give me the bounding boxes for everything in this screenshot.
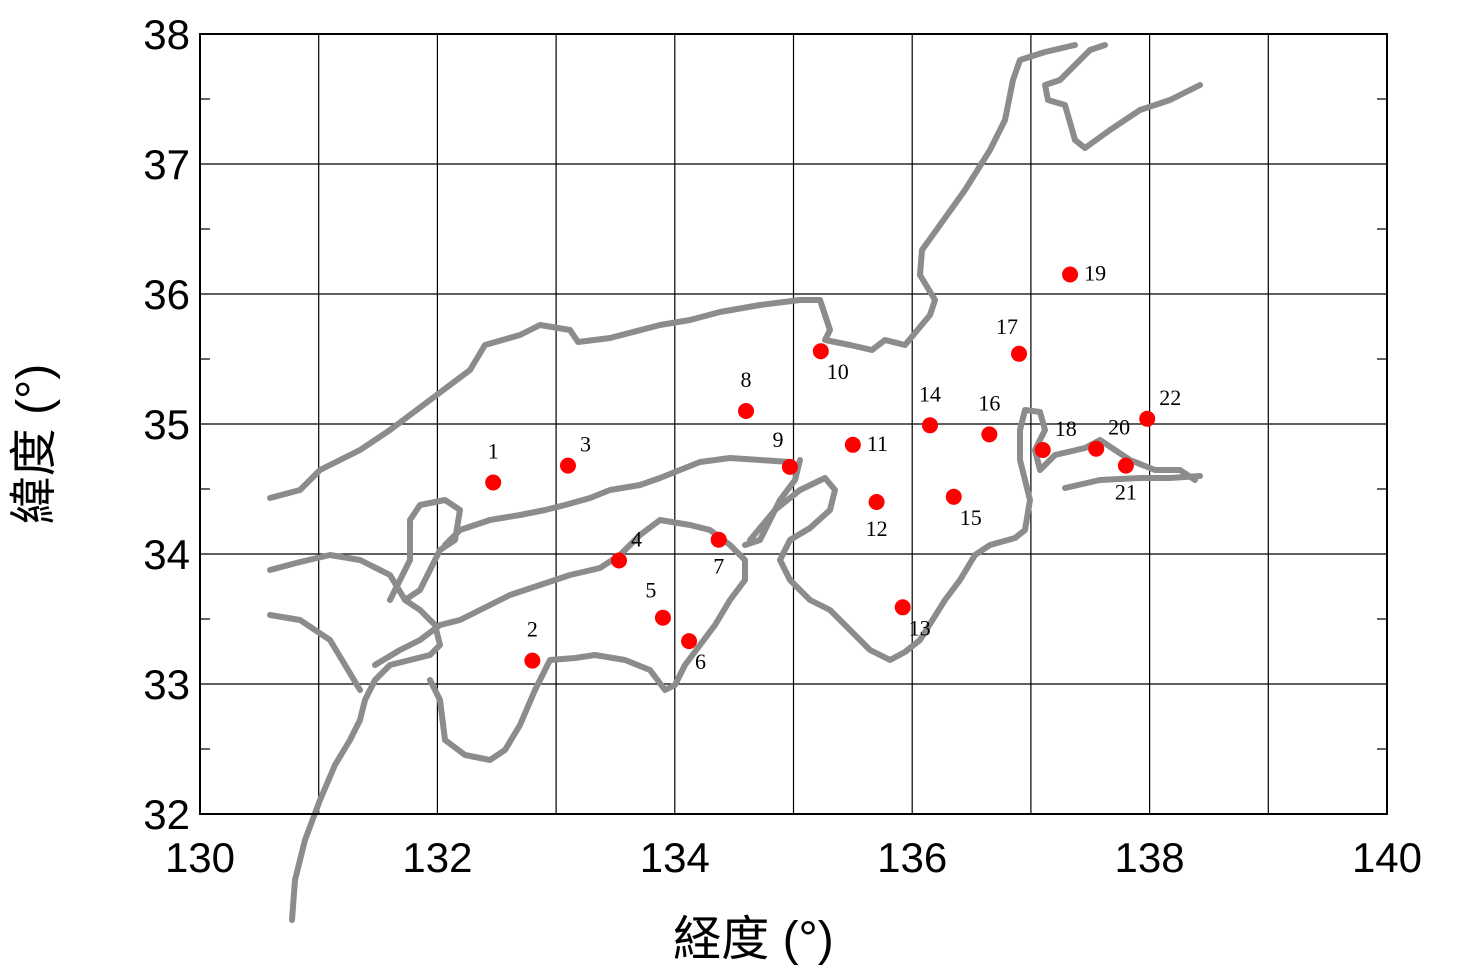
station-label-3: 3	[580, 432, 591, 457]
station-label-20: 20	[1108, 415, 1130, 440]
station-marker-13	[894, 599, 911, 616]
station-label-6: 6	[695, 649, 706, 674]
station-marker-17	[1011, 345, 1028, 362]
station-marker-11	[844, 436, 861, 453]
station-label-11: 11	[867, 431, 888, 456]
station-label-1: 1	[488, 439, 499, 464]
station-label-15: 15	[960, 505, 982, 530]
coastline-hiroshima-bay	[387, 497, 463, 603]
x-tick-label: 130	[165, 834, 235, 881]
station-marker-16	[981, 426, 998, 443]
coastline-kyushu-west	[267, 612, 363, 693]
station-marker-8	[738, 403, 755, 419]
coastline-atsumi	[1062, 473, 1203, 491]
station-label-18: 18	[1055, 416, 1077, 441]
x-tick-label: 140	[1352, 834, 1422, 881]
x-axis-title: 経度 (°)	[673, 913, 834, 966]
coastline-honshu-south	[747, 407, 1198, 663]
station-marker-6	[681, 633, 698, 650]
y-tick-label: 38	[143, 11, 190, 58]
coastline-noto	[1042, 42, 1203, 151]
y-tick-label: 32	[143, 791, 190, 838]
station-marker-2	[524, 652, 541, 669]
y-tick-label: 35	[143, 401, 190, 448]
y-tick-label: 34	[143, 531, 190, 578]
station-marker-19	[1062, 266, 1079, 283]
station-label-16: 16	[978, 390, 1000, 415]
station-label-5: 5	[645, 578, 656, 603]
station-marker-15	[945, 488, 962, 505]
coastline-osaka-bay	[742, 457, 803, 548]
coastline	[267, 42, 1203, 923]
station-label-4: 4	[631, 527, 642, 552]
x-tick-label: 138	[1115, 834, 1185, 881]
plot-frame	[199, 33, 1388, 815]
station-label-22: 22	[1159, 385, 1181, 410]
station-label-7: 7	[713, 554, 724, 579]
station-label-19: 19	[1084, 261, 1106, 286]
station-marker-22	[1139, 410, 1156, 427]
grid	[200, 34, 1387, 814]
station-marker-21	[1117, 457, 1134, 474]
coastline-honshu-north	[267, 42, 1078, 501]
station-label-9: 9	[772, 427, 783, 452]
station-marker-4	[611, 552, 628, 569]
station-marker-20	[1088, 440, 1105, 457]
y-axis-title: 緯度 (°)	[8, 364, 61, 525]
station-marker-1	[485, 474, 502, 491]
station-label-8: 8	[741, 367, 752, 392]
station-marker-18	[1034, 442, 1051, 458]
station-label-17: 17	[996, 314, 1018, 339]
y-tick-label: 33	[143, 661, 190, 708]
station-marker-3	[559, 457, 576, 474]
coastline-shikoku	[372, 517, 748, 763]
station-marker-7	[710, 531, 727, 548]
station-label-13: 13	[909, 615, 931, 640]
x-tick-label: 136	[877, 834, 947, 881]
station-marker-12	[868, 494, 885, 510]
station-marker-10	[812, 343, 829, 360]
station-label-12: 12	[866, 516, 888, 541]
station-marker-9	[781, 458, 798, 475]
station-label-10: 10	[827, 359, 849, 384]
station-label-14: 14	[919, 381, 941, 406]
station-label-21: 21	[1115, 480, 1137, 505]
coastline-kyushu	[267, 552, 443, 923]
coastline-chugoku-south	[442, 455, 793, 548]
x-tick-label: 132	[402, 834, 472, 881]
y-tick-label: 37	[143, 141, 190, 188]
station-marker-5	[654, 609, 671, 626]
x-tick-label: 134	[640, 834, 710, 881]
y-tick-label: 36	[143, 271, 190, 318]
station-marker-14	[922, 417, 939, 434]
station-label-2: 2	[527, 617, 538, 642]
